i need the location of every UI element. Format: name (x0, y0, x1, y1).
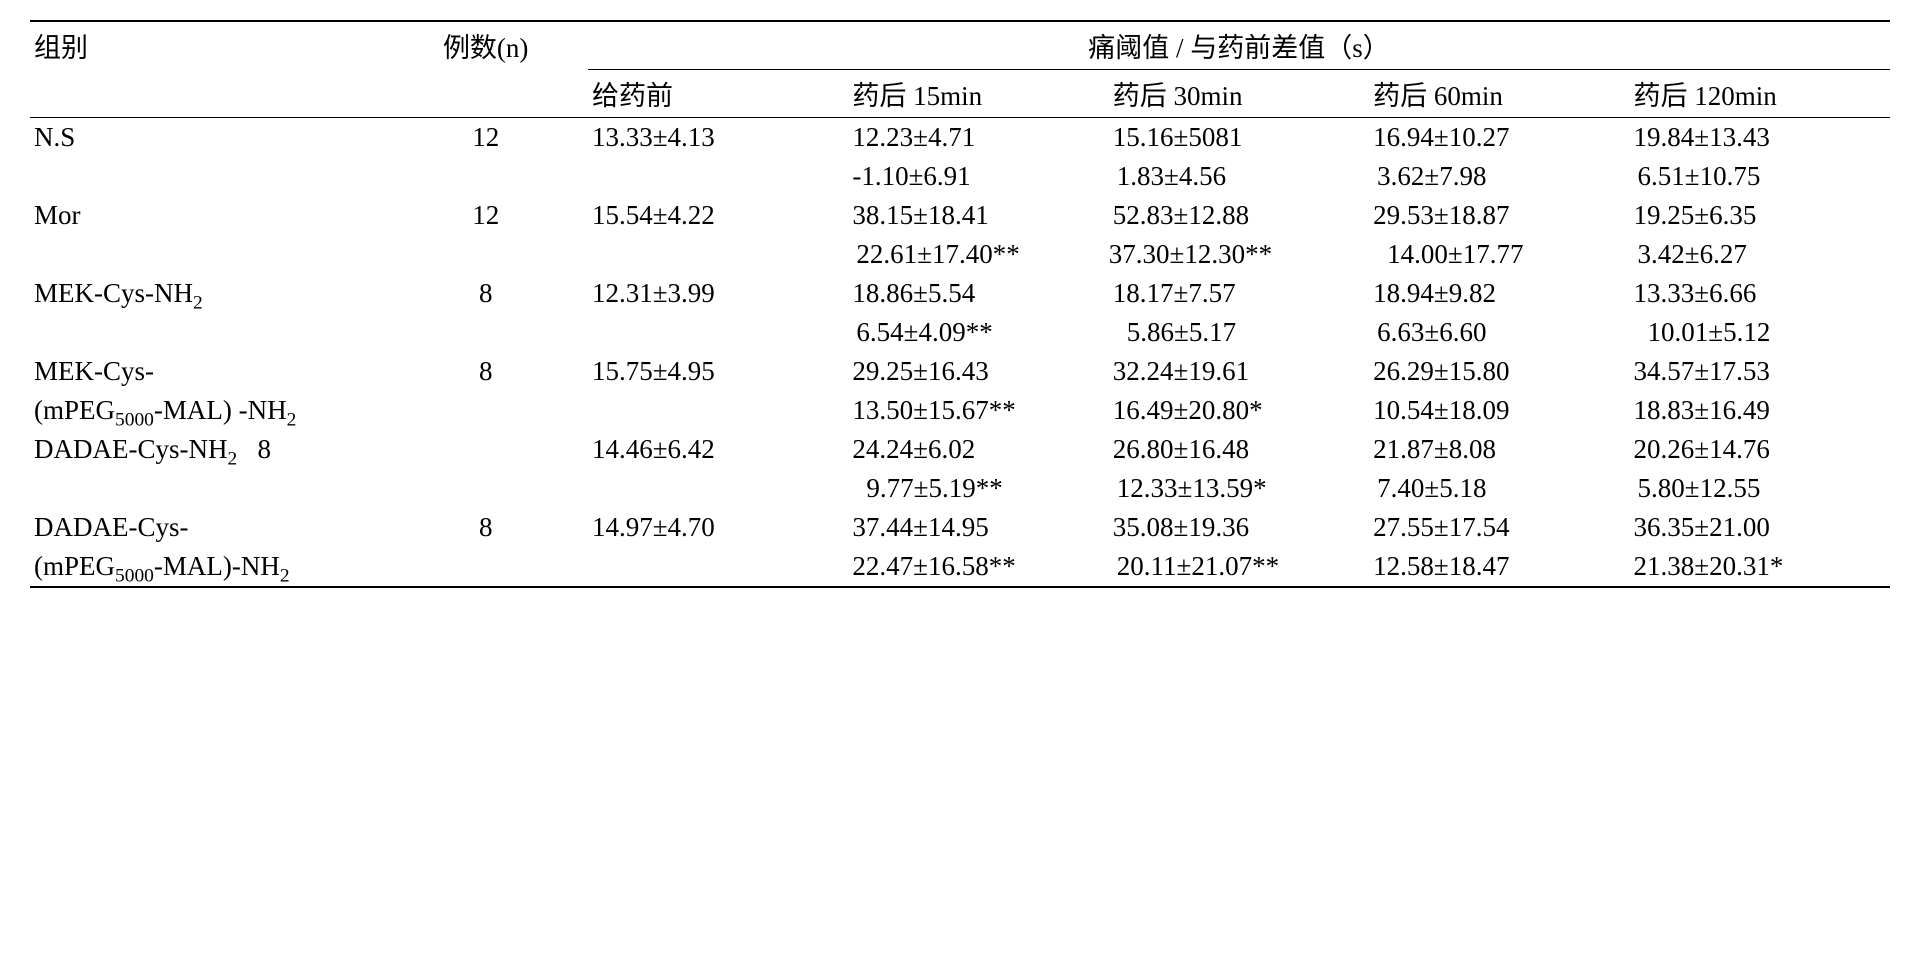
mek2-t60: 26.29±15.80 (1369, 352, 1629, 391)
mek2-t30: 32.24±19.61 (1109, 352, 1369, 391)
mek2-d30: 16.49±20.80* (1109, 391, 1369, 430)
row-mek2-values: MEK-Cys- 8 15.75±4.95 29.25±16.43 32.24±… (30, 352, 1890, 391)
header-row-1: 组别 例数(n) 痛阈值 / 与药前差值（s） (30, 21, 1890, 70)
dad2-d60: 12.58±18.47 (1369, 547, 1629, 587)
dad1-t15: 24.24±6.02 (848, 430, 1108, 469)
mek1-d15: 6.54±4.09** (848, 313, 1108, 352)
ns-t30: 15.16±5081 (1109, 118, 1369, 158)
dad1-d15: 9.77±5.19** (848, 469, 1108, 508)
dad1-d30: 12.33±13.59* (1109, 469, 1369, 508)
mek2-d60: 10.54±18.09 (1369, 391, 1629, 430)
mek1-name: MEK-Cys-NH2 (30, 274, 383, 313)
ns-name: N.S (30, 118, 383, 158)
dad2-t120: 36.35±21.00 (1630, 508, 1890, 547)
dad2-n: 8 (383, 508, 588, 547)
dad2-name-line2: (mPEG5000-MAL)-NH2 (30, 547, 588, 587)
row-ns-diffs: -1.10±6.91 1.83±4.56 3.62±7.98 6.51±10.7… (30, 157, 1890, 196)
ns-d15: -1.10±6.91 (848, 157, 1108, 196)
mek1-t15: 18.86±5.54 (848, 274, 1108, 313)
mek2-t15: 29.25±16.43 (848, 352, 1108, 391)
mek2-name-line1: MEK-Cys- (30, 352, 383, 391)
row-mor-values: Mor 12 15.54±4.22 38.15±18.41 52.83±12.8… (30, 196, 1890, 235)
mor-n: 12 (383, 196, 588, 235)
dad2-pre: 14.97±4.70 (588, 508, 848, 547)
dad1-t60: 21.87±8.08 (1369, 430, 1629, 469)
dad2-name-line1: DADAE-Cys- (30, 508, 383, 547)
mek2-d120: 18.83±16.49 (1630, 391, 1890, 430)
dad1-n: 8 (257, 434, 271, 464)
header-pre: 给药前 (588, 70, 848, 118)
row-mek1-diffs: 6.54±4.09** 5.86±5.17 6.63±6.60 10.01±5.… (30, 313, 1890, 352)
pain-threshold-table: 组别 例数(n) 痛阈值 / 与药前差值（s） 给药前 药后 15min 药后 … (30, 20, 1890, 588)
row-ns-values: N.S 12 13.33±4.13 12.23±4.71 15.16±5081 … (30, 118, 1890, 158)
mor-name: Mor (30, 196, 383, 235)
mor-t15: 38.15±18.41 (848, 196, 1108, 235)
ns-t60: 16.94±10.27 (1369, 118, 1629, 158)
dad2-d120: 21.38±20.31* (1630, 547, 1890, 587)
dad1-pre: 14.46±6.42 (588, 430, 848, 469)
mor-t30: 52.83±12.88 (1109, 196, 1369, 235)
header-n: 例数(n) (383, 21, 588, 70)
row-dad2-diffs: (mPEG5000-MAL)-NH2 22.47±16.58** 20.11±2… (30, 547, 1890, 587)
mek1-t30: 18.17±7.57 (1109, 274, 1369, 313)
dad2-d15: 22.47±16.58** (848, 547, 1108, 587)
ns-d30: 1.83±4.56 (1109, 157, 1369, 196)
ns-t120: 19.84±13.43 (1630, 118, 1890, 158)
ns-n: 12 (383, 118, 588, 158)
dad2-t30: 35.08±19.36 (1109, 508, 1369, 547)
mor-d60: 14.00±17.77 (1369, 235, 1629, 274)
dad1-t120: 20.26±14.76 (1630, 430, 1890, 469)
mek1-t60: 18.94±9.82 (1369, 274, 1629, 313)
mor-t60: 29.53±18.87 (1369, 196, 1629, 235)
mor-t120: 19.25±6.35 (1630, 196, 1890, 235)
row-dad2-values: DADAE-Cys- 8 14.97±4.70 37.44±14.95 35.0… (30, 508, 1890, 547)
row-dad1-diffs: 9.77±5.19** 12.33±13.59* 7.40±5.18 5.80±… (30, 469, 1890, 508)
header-group: 组别 (30, 21, 383, 70)
mor-d30: 37.30±12.30** (1109, 235, 1369, 274)
ns-d60: 3.62±7.98 (1369, 157, 1629, 196)
dad2-t60: 27.55±17.54 (1369, 508, 1629, 547)
header-t120: 药后 120min (1630, 70, 1890, 118)
mek2-pre: 15.75±4.95 (588, 352, 848, 391)
mek2-name-line2: (mPEG5000-MAL) -NH2 (30, 391, 588, 430)
mek1-n: 8 (383, 274, 588, 313)
mek1-d120: 10.01±5.12 (1630, 313, 1890, 352)
dad1-d120: 5.80±12.55 (1630, 469, 1890, 508)
mek1-t120: 13.33±6.66 (1630, 274, 1890, 313)
mek2-t120: 34.57±17.53 (1630, 352, 1890, 391)
header-t15: 药后 15min (848, 70, 1108, 118)
ns-t15: 12.23±4.71 (848, 118, 1108, 158)
mek1-d30: 5.86±5.17 (1109, 313, 1369, 352)
row-mor-diffs: 22.61±17.40** 37.30±12.30** 14.00±17.77 … (30, 235, 1890, 274)
mek2-d15: 13.50±15.67** (848, 391, 1108, 430)
row-mek2-diffs: (mPEG5000-MAL) -NH2 13.50±15.67** 16.49±… (30, 391, 1890, 430)
header-t30: 药后 30min (1109, 70, 1369, 118)
ns-pre: 13.33±4.13 (588, 118, 848, 158)
mek1-d60: 6.63±6.60 (1369, 313, 1629, 352)
dad1-name: DADAE-Cys-NH2 8 (30, 430, 588, 469)
mor-d15: 22.61±17.40** (848, 235, 1108, 274)
header-row-2: 给药前 药后 15min 药后 30min 药后 60min 药后 120min (30, 70, 1890, 118)
ns-d120: 6.51±10.75 (1630, 157, 1890, 196)
dad1-t30: 26.80±16.48 (1109, 430, 1369, 469)
mek1-pre: 12.31±3.99 (588, 274, 848, 313)
mor-d120: 3.42±6.27 (1630, 235, 1890, 274)
dad2-d30: 20.11±21.07** (1109, 547, 1369, 587)
dad2-t15: 37.44±14.95 (848, 508, 1108, 547)
mek2-n: 8 (383, 352, 588, 391)
header-t60: 药后 60min (1369, 70, 1629, 118)
row-dad1-values: DADAE-Cys-NH2 8 14.46±6.42 24.24±6.02 26… (30, 430, 1890, 469)
header-spanning: 痛阈值 / 与药前差值（s） (588, 21, 1890, 70)
row-mek1-values: MEK-Cys-NH2 8 12.31±3.99 18.86±5.54 18.1… (30, 274, 1890, 313)
mor-pre: 15.54±4.22 (588, 196, 848, 235)
dad1-d60: 7.40±5.18 (1369, 469, 1629, 508)
